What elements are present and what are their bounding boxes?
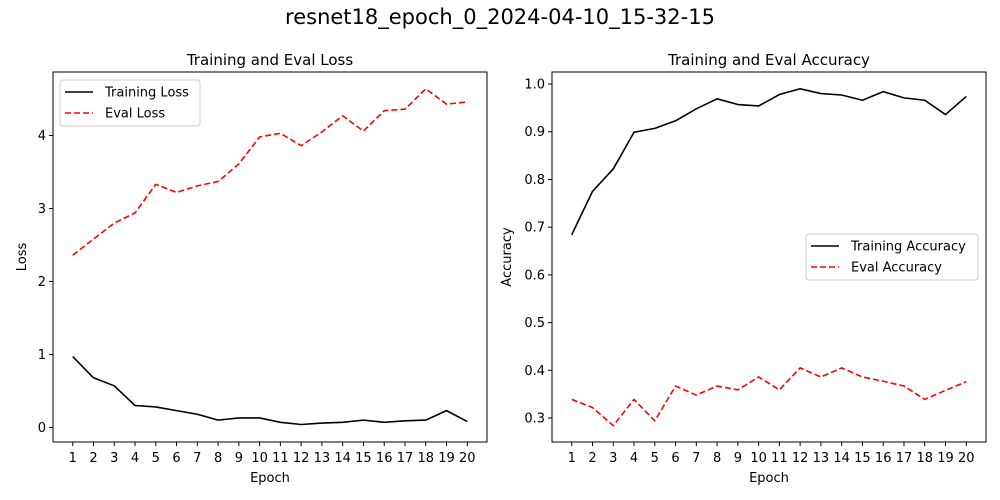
x-tick-label: 4	[131, 451, 139, 466]
x-tick-label: 10	[750, 451, 767, 466]
x-tick-label: 16	[875, 451, 892, 466]
y-tick-label: 0.8	[524, 173, 545, 188]
x-tick-label: 17	[397, 451, 414, 466]
chart-title: Training and Eval Loss	[186, 51, 354, 69]
legend: Training Accuracy Eval Accuracy	[805, 233, 979, 281]
x-tick-label: 16	[376, 451, 393, 466]
y-tick-label: 2	[38, 275, 46, 290]
x-tick-label: 19	[438, 451, 455, 466]
x-tick-label: 19	[937, 451, 954, 466]
x-tick-label: 5	[651, 451, 659, 466]
legend: Training Loss Eval Loss	[59, 79, 201, 127]
training-accuracy-line	[571, 87, 967, 236]
axes-frame	[52, 71, 488, 443]
eval-accuracy-line	[571, 367, 967, 427]
x-tick-label: 18	[417, 451, 434, 466]
x-tick-label: 12	[293, 451, 310, 466]
y-tick-label: 1	[38, 348, 46, 363]
x-tick-label: 1	[568, 451, 576, 466]
x-tick-label: 5	[152, 451, 160, 466]
x-tick-label: 1	[69, 451, 77, 466]
x-tick-label: 11	[771, 451, 788, 466]
x-tick-label: 11	[272, 451, 289, 466]
chart-title: Training and Eval Accuracy	[667, 51, 870, 69]
y-tick-label: 4	[38, 129, 46, 144]
x-tick-label: 3	[609, 451, 617, 466]
y-tick-label: 0.3	[524, 412, 545, 427]
y-tick-label: 1.0	[524, 78, 545, 93]
legend-box	[805, 233, 979, 281]
figure-title: resnet18_epoch_0_2024-04-10_15-32-15	[285, 5, 715, 29]
x-tick-label: 3	[110, 451, 118, 466]
eval-loss-line	[72, 87, 468, 256]
x-tick-label: 15	[854, 451, 871, 466]
training-loss-line	[72, 356, 468, 426]
axes-frame	[551, 71, 987, 443]
x-tick-label: 2	[89, 451, 97, 466]
x-tick-label: 6	[671, 451, 679, 466]
x-tick-label: 6	[172, 451, 180, 466]
y-axis-label: Accuracy	[500, 227, 515, 287]
x-tick-label: 18	[916, 451, 933, 466]
legend-entry: Eval Loss	[105, 107, 165, 122]
x-tick-label: 15	[355, 451, 372, 466]
x-tick-label: 8	[214, 451, 222, 466]
x-tick-label: 13	[813, 451, 830, 466]
x-tick-label: 4	[630, 451, 638, 466]
x-tick-label: 7	[193, 451, 201, 466]
x-tick-label: 14	[334, 451, 351, 466]
y-tick-label: 0.9	[524, 125, 545, 140]
x-tick-label: 20	[958, 451, 975, 466]
y-tick-label: 0	[38, 421, 46, 436]
x-tick-label: 20	[459, 451, 476, 466]
legend-entry: Eval Accuracy	[851, 261, 942, 276]
y-tick-label: 3	[38, 202, 46, 217]
x-tick-label: 8	[713, 451, 721, 466]
x-tick-label: 7	[692, 451, 700, 466]
y-tick-label: 0.5	[524, 316, 545, 331]
y-tick-label: 0.7	[524, 221, 545, 236]
legend-box	[59, 79, 201, 127]
x-axis-label: Epoch	[749, 471, 789, 486]
x-tick-label: 9	[235, 451, 243, 466]
x-axis-label: Epoch	[250, 471, 290, 486]
x-tick-label: 10	[251, 451, 268, 466]
x-tick-label: 9	[734, 451, 742, 466]
y-axis-label: Loss	[15, 243, 30, 272]
x-tick-label: 14	[833, 451, 850, 466]
legend-entry: Training Accuracy	[850, 240, 966, 255]
legend-entry: Training Loss	[104, 86, 189, 101]
y-tick-label: 0.4	[524, 364, 545, 379]
x-tick-label: 2	[588, 451, 596, 466]
x-tick-label: 17	[896, 451, 913, 466]
x-tick-label: 13	[314, 451, 331, 466]
y-tick-label: 0.6	[524, 268, 545, 283]
x-tick-label: 12	[792, 451, 809, 466]
